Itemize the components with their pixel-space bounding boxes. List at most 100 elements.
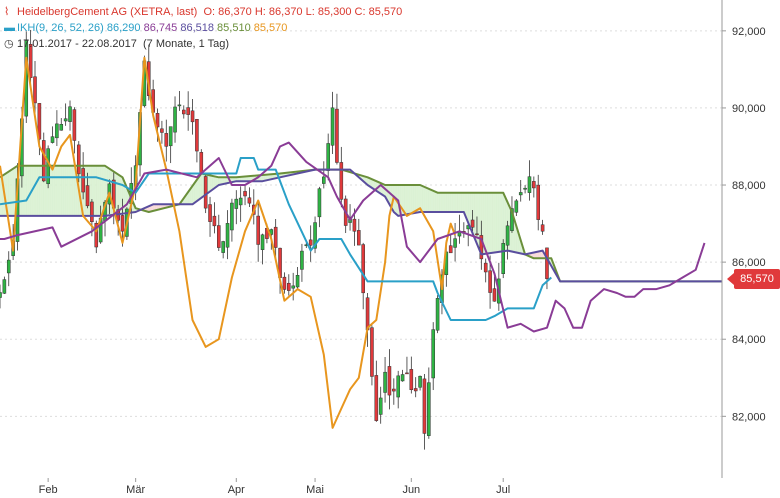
candle-body (514, 200, 519, 213)
cloud-segment (437, 192, 441, 213)
senkou-span-b-line (0, 168, 722, 283)
y-tick-label: 84,000 (732, 334, 766, 346)
candle-body (501, 243, 505, 274)
cloud-segment (426, 187, 430, 213)
candle-body (295, 275, 300, 288)
cloud-segment (492, 192, 495, 254)
cloud-segment (439, 192, 443, 213)
candle-body (518, 192, 523, 196)
candle-body (322, 176, 326, 184)
candle-body (317, 188, 322, 218)
candle-body (160, 128, 164, 133)
x-tick-label: Apr (228, 484, 245, 496)
candle-body (413, 388, 418, 392)
candle-body (164, 133, 169, 147)
candle-body (182, 109, 186, 115)
cloud-segment (411, 184, 414, 214)
grid-lines (0, 30, 722, 417)
cloud-segment (71, 165, 75, 217)
candle-body (392, 388, 396, 392)
candle-body (72, 109, 77, 141)
cloud-segment (489, 192, 493, 254)
y-tick-label: 92,000 (732, 26, 766, 38)
x-axis: Feb Mär Apr Mai Jun Jul (39, 478, 510, 496)
candle-body (435, 298, 440, 331)
candle-body (422, 378, 427, 434)
legend-instrument-line: ⌇ HeidelbergCement AG (XETRA, last) O: 86… (4, 6, 402, 19)
candle-body (94, 222, 99, 248)
candle-body (85, 185, 90, 207)
candle-body (208, 204, 212, 222)
candle-body (523, 187, 527, 190)
candle-body (536, 184, 540, 220)
candle-body (155, 113, 160, 128)
candle-body (2, 279, 7, 294)
cloud-segment (452, 192, 456, 213)
candle-body (33, 76, 37, 104)
candle-body (330, 107, 335, 146)
cloud-segment (441, 192, 445, 213)
candle-body (247, 197, 252, 204)
ikh-icon: ▬ (4, 22, 15, 34)
candle-body (225, 223, 230, 248)
candle-body (59, 124, 64, 131)
cloud-segment (424, 186, 427, 213)
candle-body (431, 329, 435, 379)
cloud-segment (65, 165, 69, 217)
legend-chikou-value: 85,570 (253, 22, 288, 34)
cloud-segment (413, 184, 416, 214)
candle-body (492, 288, 497, 302)
candle-body (370, 327, 374, 377)
candle-body (212, 215, 217, 227)
candle-body (335, 108, 339, 163)
candle-body (37, 103, 42, 140)
candle-body (282, 276, 287, 290)
cloud-segment (26, 165, 29, 217)
legend-ikh-line: ▬ IKH(9, 26, 52, 26) 86,290 86,745 86,518… (4, 22, 287, 35)
candle-body (68, 106, 72, 122)
candle-body (291, 285, 295, 289)
candle-body (81, 168, 85, 193)
cloud-segment (28, 165, 31, 217)
candle-body (405, 372, 409, 375)
cloud-segment (8, 169, 12, 217)
indicator-lines (0, 56, 722, 429)
cloud-segment (36, 165, 40, 217)
candle-body (190, 110, 195, 123)
cloud-segment (63, 165, 66, 217)
legend-senkou-a-value: 85,510 (217, 22, 251, 34)
cloud-segment (422, 185, 425, 213)
candle-body (238, 197, 243, 206)
cloud-segment (432, 190, 436, 213)
cloud-segment (61, 165, 64, 217)
candle-body (383, 371, 387, 393)
candle-body (120, 215, 125, 232)
candle-body (357, 230, 361, 246)
cloud-segment (498, 192, 502, 253)
y-tick-label: 88,000 (732, 180, 766, 192)
cloud-segment (443, 192, 447, 213)
cloud-segment (207, 174, 211, 194)
line-icon: ⌇ (4, 6, 10, 18)
cloud-segment (34, 165, 38, 217)
candle-body (532, 181, 536, 189)
candle-body (453, 238, 457, 248)
x-tick-label: Mai (306, 484, 324, 496)
x-tick-label: Jul (496, 484, 510, 496)
cloud-segment (494, 192, 497, 253)
candle-body (505, 225, 510, 246)
candle-body (488, 270, 492, 293)
candle-body (545, 247, 549, 279)
candle-body (378, 397, 383, 415)
cloud-segment (404, 184, 408, 216)
cloud-segment (54, 165, 58, 217)
candle-body (527, 176, 532, 193)
cloud-segment (487, 192, 491, 254)
cloud-segment (461, 192, 465, 213)
candle-body (400, 374, 405, 382)
candle-body (470, 219, 475, 228)
candle-body (6, 259, 11, 274)
cloud-segment (430, 189, 434, 213)
last-price-tag: 85,570 (727, 268, 780, 289)
